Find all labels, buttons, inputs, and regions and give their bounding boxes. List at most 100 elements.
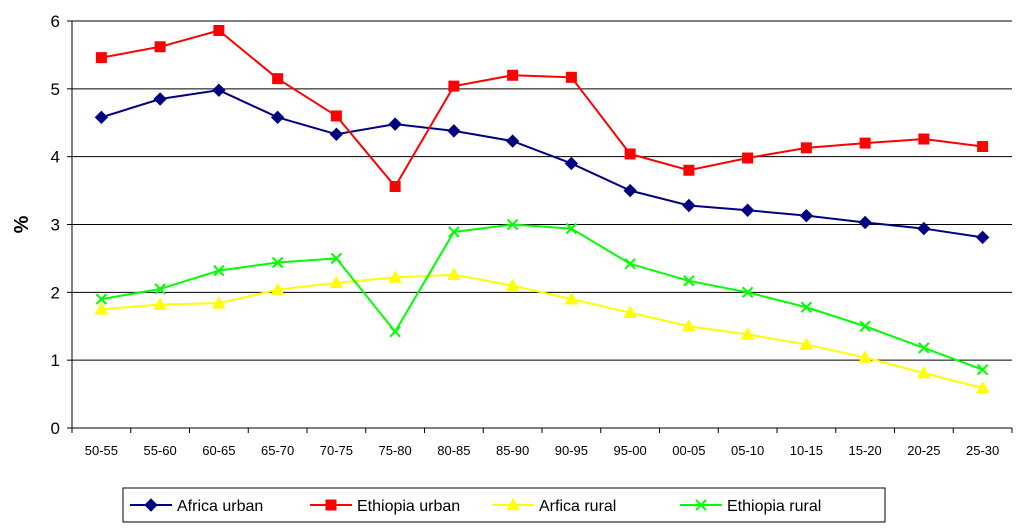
- data-point-africa-urban: [975, 230, 990, 245]
- data-point-ethiopia-rural: [976, 363, 989, 376]
- data-point-arfica-rural: [447, 267, 461, 280]
- y-tick-label: 5: [51, 80, 60, 99]
- data-point-africa-urban: [858, 215, 872, 230]
- data-point-ethiopia-urban: [977, 140, 989, 152]
- legend-entry-africa-urban: Africa urban: [130, 498, 263, 515]
- data-point-ethiopia-urban: [330, 110, 342, 122]
- series-line-ethiopia-rural: [101, 223, 983, 371]
- data-point-ethiopia-rural: [800, 301, 813, 313]
- data-point-ethiopia-urban: [859, 137, 871, 149]
- legend-entry-ethiopia-urban: Ethiopia urban: [310, 498, 460, 515]
- x-tick-label: 80-85: [437, 443, 470, 458]
- y-tick-label: 4: [51, 148, 60, 167]
- x-tick-label: 25-30: [966, 443, 999, 458]
- data-point-ethiopia-urban: [683, 164, 695, 176]
- data-point-ethiopia-rural: [918, 342, 930, 354]
- data-point-arfica-rural: [740, 327, 755, 340]
- data-point-arfica-rural: [270, 282, 285, 295]
- data-point-arfica-rural: [153, 297, 167, 310]
- data-point-arfica-rural: [799, 337, 814, 350]
- data-point-ethiopia-rural: [506, 218, 519, 231]
- data-point-africa-urban: [447, 124, 461, 138]
- series-group: [94, 24, 990, 394]
- legend-marker: [325, 499, 337, 511]
- data-point-africa-urban: [740, 203, 755, 217]
- axes: 0 1 2 3 4 5 6 50-55 55-60 60-65 65-70 70-75 75-80 80-…: [11, 12, 1013, 458]
- legend-entry-ethiopia-rural: Ethiopia rural: [680, 498, 821, 515]
- data-point-arfica-rural: [564, 292, 579, 305]
- data-point-africa-urban: [212, 83, 226, 97]
- legend-marker: [144, 498, 158, 512]
- data-point-africa-urban: [505, 134, 520, 148]
- data-point-ethiopia-rural: [271, 256, 284, 269]
- data-point-ethiopia-urban: [507, 69, 519, 81]
- legend-marker: [506, 497, 520, 511]
- y-axis-title: %: [11, 215, 33, 233]
- data-point-arfica-rural: [623, 305, 637, 318]
- x-tick-label: 75-80: [379, 443, 412, 458]
- data-point-ethiopia-urban: [389, 181, 401, 193]
- data-point-africa-urban: [623, 183, 637, 198]
- y-tick-label: 1: [51, 351, 60, 370]
- x-tick-label: 20-25: [907, 443, 940, 458]
- data-point-arfica-rural: [94, 302, 109, 315]
- data-point-africa-urban: [329, 127, 344, 141]
- legend: Africa urban Ethiopia urban Arfica rural Et…: [122, 487, 886, 523]
- data-point-ethiopia-urban: [918, 133, 930, 145]
- data-point-ethiopia-rural: [565, 222, 578, 235]
- x-tick-label: 95-00: [614, 443, 647, 458]
- data-point-ethiopia-urban: [742, 152, 754, 164]
- data-point-ethiopia-rural: [330, 252, 343, 265]
- series-line-africa-urban: [101, 89, 983, 239]
- legend-marker: [695, 499, 707, 511]
- x-tick-label: 65-70: [261, 443, 294, 458]
- data-point-arfica-rural: [682, 319, 696, 332]
- x-tick-label: 50-55: [85, 443, 118, 458]
- x-tick-label: 05-10: [731, 443, 764, 458]
- series-arfica-rural: [94, 267, 990, 394]
- data-point-ethiopia-urban: [565, 71, 577, 83]
- data-point-africa-urban: [388, 117, 402, 131]
- data-point-ethiopia-rural: [448, 226, 460, 238]
- data-point-ethiopia-rural: [624, 258, 636, 270]
- y-tick-label: 2: [51, 283, 60, 302]
- y-tick-label: 6: [51, 12, 60, 31]
- data-point-ethiopia-urban: [624, 148, 636, 160]
- x-tick-label: 70-75: [320, 443, 353, 458]
- data-point-ethiopia-urban: [154, 41, 166, 53]
- data-point-ethiopia-rural: [95, 293, 108, 305]
- data-point-ethiopia-rural: [154, 283, 166, 295]
- series-line-arfica-rural: [101, 273, 983, 389]
- data-point-ethiopia-urban: [800, 142, 812, 154]
- data-point-ethiopia-rural: [389, 325, 401, 338]
- data-point-ethiopia-urban: [448, 80, 460, 92]
- data-point-ethiopia-urban: [95, 52, 107, 64]
- data-point-ethiopia-rural: [683, 275, 695, 287]
- data-point-africa-urban: [564, 156, 579, 171]
- series-africa-urban: [94, 83, 990, 245]
- data-point-africa-urban: [270, 110, 285, 125]
- data-point-arfica-rural: [329, 275, 344, 289]
- data-point-ethiopia-rural: [859, 320, 871, 332]
- x-tick-label: 90-95: [555, 443, 588, 458]
- y-tick-label: 0: [51, 419, 60, 438]
- legend-label: Africa urban: [177, 498, 263, 515]
- data-point-africa-urban: [799, 208, 814, 223]
- legend-label: Ethiopia urban: [357, 498, 460, 515]
- data-point-arfica-rural: [505, 278, 520, 291]
- data-point-arfica-rural: [917, 366, 931, 379]
- gridlines: [72, 20, 1012, 361]
- data-point-arfica-rural: [858, 350, 872, 363]
- x-tick-label: 55-60: [144, 443, 177, 458]
- x-tick-label: 85-90: [496, 443, 529, 458]
- series-ethiopia-rural: [95, 218, 989, 376]
- y-tick-label: 3: [51, 216, 60, 235]
- x-tick-label: 00-05: [672, 443, 705, 458]
- data-point-africa-urban: [682, 198, 696, 213]
- data-point-ethiopia-rural: [741, 286, 754, 299]
- data-point-africa-urban: [153, 92, 167, 106]
- data-point-africa-urban: [917, 221, 931, 236]
- x-tick-label: 10-15: [790, 443, 823, 458]
- x-tick-label: 15-20: [849, 443, 882, 458]
